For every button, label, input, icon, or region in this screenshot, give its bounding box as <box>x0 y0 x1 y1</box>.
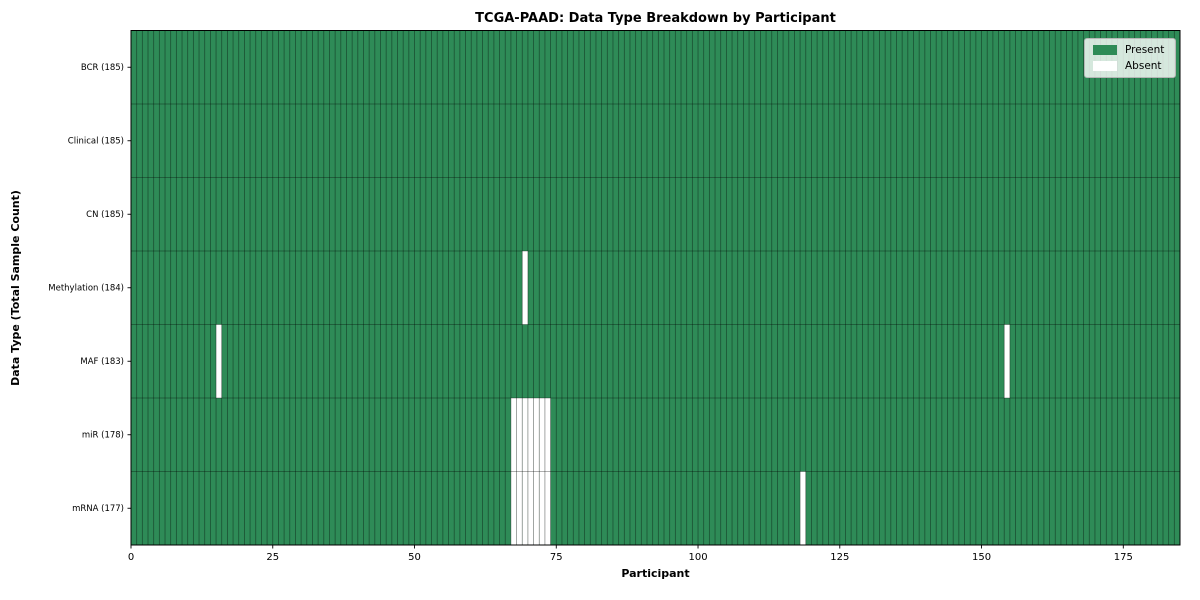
y-tick-label: miR (178) <box>82 431 124 441</box>
legend-label-absent: Absent <box>1125 59 1162 72</box>
x-tick-label: 25 <box>266 552 279 563</box>
cell-absent <box>533 398 540 472</box>
row-present-band <box>131 398 1180 472</box>
legend-item-present: Present <box>1093 45 1167 56</box>
y-tick-label: Clinical (185) <box>68 137 124 147</box>
cell-absent <box>527 471 534 545</box>
legend: Present Absent <box>1084 38 1176 78</box>
present-swatch-icon <box>1093 45 1117 56</box>
y-tick-label: Methylation (184) <box>48 284 124 294</box>
row-present-band <box>131 104 1180 178</box>
x-tick-label: 0 <box>128 552 134 563</box>
row-present-band <box>131 30 1180 104</box>
y-axis-label: Data Type (Total Sample Count) <box>9 190 22 386</box>
cell-absent <box>1004 324 1010 398</box>
row-present-band <box>131 177 1180 251</box>
y-tick-label: BCR (185) <box>81 63 124 73</box>
cell-absent <box>510 398 517 472</box>
absent-swatch-icon <box>1093 60 1117 71</box>
x-tick-label: 100 <box>688 552 707 563</box>
cell-absent <box>516 471 523 545</box>
cell-absent <box>522 471 528 545</box>
cell-absent <box>544 471 551 545</box>
row-present-band <box>131 324 1180 398</box>
chart-title: TCGA-PAAD: Data Type Breakdown by Partic… <box>475 11 836 26</box>
y-tick-label: mRNA (177) <box>72 504 124 514</box>
cell-absent <box>533 471 540 545</box>
x-tick-label: 150 <box>972 552 991 563</box>
cell-absent <box>527 398 534 472</box>
row-present-band <box>131 251 1180 325</box>
legend-item-absent: Absent <box>1093 59 1167 72</box>
cell-absent <box>544 398 551 472</box>
legend-label-present: Present <box>1125 44 1165 56</box>
y-tick-label: MAF (183) <box>80 357 124 367</box>
x-tick-label: 125 <box>830 552 849 563</box>
row-present-band <box>131 471 1180 545</box>
cell-absent <box>539 398 545 472</box>
cell-absent <box>522 251 528 325</box>
x-tick-label: 175 <box>1114 552 1133 563</box>
x-axis-label: Participant <box>621 567 690 580</box>
cell-absent <box>516 398 523 472</box>
cell-absent <box>216 324 222 398</box>
cell-absent <box>539 471 545 545</box>
cell-absent <box>800 471 806 545</box>
cell-absent <box>510 471 517 545</box>
x-tick-label: 75 <box>550 552 563 563</box>
x-tick-label: 50 <box>408 552 421 563</box>
y-tick-label: CN (185) <box>86 210 124 220</box>
cell-absent <box>522 398 528 472</box>
